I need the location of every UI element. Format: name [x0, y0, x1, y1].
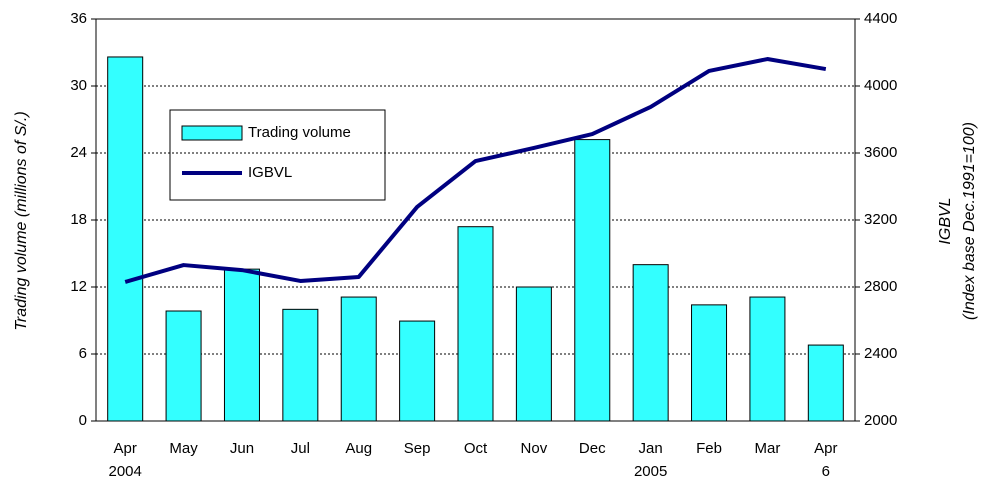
x-tick-label: Jun	[230, 440, 254, 457]
bar	[457, 226, 494, 422]
x-tick-sublabel: 2005	[634, 463, 667, 480]
bar	[515, 286, 552, 422]
y-tick-label: 18	[70, 211, 87, 228]
y-tick-label: 6	[79, 345, 87, 362]
y2-tick-label: 2800	[864, 278, 897, 295]
bar	[107, 56, 144, 422]
y-tick-label: 24	[70, 144, 87, 161]
legend-swatch	[181, 125, 243, 141]
x-tick-label: Dec	[579, 440, 606, 457]
bar	[223, 268, 260, 422]
y2-tick-label: 2400	[864, 345, 897, 362]
legend-label: Trading volume	[248, 124, 351, 141]
bar	[807, 344, 844, 422]
y2-tick-label: 4400	[864, 10, 897, 27]
x-tick-label: Jul	[291, 440, 310, 457]
bar	[749, 296, 786, 422]
x-tick-label: Aug	[345, 440, 372, 457]
y2-tick-label: 3200	[864, 211, 897, 228]
legend-box	[169, 109, 386, 201]
x-tick-label: Jan	[639, 440, 663, 457]
bar	[632, 264, 669, 422]
bar	[574, 139, 611, 422]
y-tick-label: 30	[70, 77, 87, 94]
x-tick-label: Mar	[755, 440, 781, 457]
x-tick-sublabel: 2004	[109, 463, 142, 480]
y2-tick-label: 3600	[864, 144, 897, 161]
y2-axis-label: (Index base Dec.1991=100)	[961, 122, 978, 320]
bar	[282, 308, 319, 422]
x-tick-label: Apr	[114, 440, 137, 457]
y-tick-label: 12	[70, 278, 87, 295]
x-tick-label: Feb	[696, 440, 722, 457]
x-tick-label: May	[169, 440, 198, 457]
x-tick-label: Apr	[814, 440, 837, 457]
plot-frame	[95, 18, 856, 422]
y2-axis-label: IGBVL	[937, 197, 954, 244]
x-tick-label: Sep	[404, 440, 431, 457]
bar	[399, 320, 436, 422]
bar	[165, 310, 202, 422]
y2-tick-label: 2000	[864, 412, 897, 429]
y-tick-label: 0	[79, 412, 87, 429]
x-tick-label: Oct	[464, 440, 488, 457]
y2-tick-label: 4000	[864, 77, 897, 94]
legend-label: IGBVL	[248, 164, 292, 181]
y-axis-label: Trading volume (millions of S/.)	[13, 111, 30, 330]
bar	[691, 304, 728, 422]
x-tick-sublabel: 6	[822, 463, 830, 480]
bar	[340, 296, 377, 422]
x-tick-label: Nov	[521, 440, 548, 457]
y-tick-label: 36	[70, 10, 87, 27]
line	[124, 57, 827, 284]
